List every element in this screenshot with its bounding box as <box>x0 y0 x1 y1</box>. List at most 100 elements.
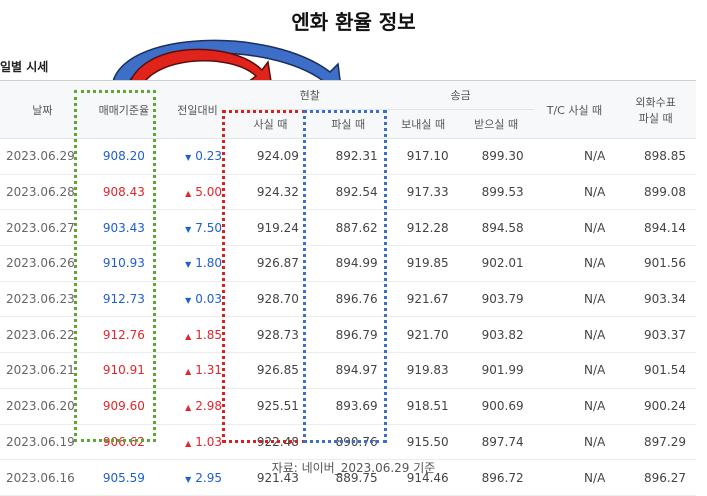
header-date: 날짜 <box>0 80 85 139</box>
header-foreign-check-line2: 파실 때 <box>638 111 673 125</box>
date-cell: 2023.06.28 <box>0 174 85 211</box>
header-change: 전일대비 <box>163 80 232 139</box>
remit-receive-cell: 903.79 <box>458 281 534 318</box>
foreign-check-cell: 903.34 <box>615 281 696 318</box>
header-foreign-check: 외화수표 파실 때 <box>615 80 696 139</box>
date-cell: 2023.06.27 <box>0 209 85 247</box>
date-cell: 2023.06.19 <box>0 424 85 461</box>
date-cell: 2023.06.20 <box>0 388 85 425</box>
source-note: 자료: 네이버_2023.06.29 기준 <box>271 461 436 475</box>
table-row: 2023.06.26910.931.80926.87894.99919.8590… <box>0 245 696 282</box>
change-cell: 7.50 <box>163 209 232 247</box>
tc-buy-cell: N/A <box>533 316 616 354</box>
change-cell: 0.03 <box>163 281 232 318</box>
table-row: 2023.06.22912.761.85928.73896.79921.7090… <box>0 316 696 354</box>
cash-buy-cell: 925.51 <box>232 388 309 425</box>
tc-buy-cell: N/A <box>533 245 616 282</box>
cash-buy-cell: 928.70 <box>232 281 309 318</box>
exchange-rate-table: 날짜 매매기준율 전일대비 현찰 송금 T/C 사실 때 외화수표 파실 때 사… <box>0 80 696 496</box>
cash-sell-cell: 892.54 <box>308 174 388 211</box>
header-cash-sell: 파실 때 <box>308 109 388 139</box>
cash-sell-cell: 894.97 <box>308 352 388 389</box>
cash-sell-cell: 896.76 <box>308 281 388 318</box>
cash-buy-cell: 928.73 <box>232 316 309 354</box>
date-cell: 2023.06.21 <box>0 352 85 389</box>
date-cell: 2023.06.22 <box>0 316 85 354</box>
base-rate-cell: 908.43 <box>84 174 164 211</box>
change-cell: 1.03 <box>163 424 232 461</box>
cash-buy-cell: 924.32 <box>232 174 309 211</box>
page-title: 엔화 환율 정보 <box>291 10 416 34</box>
cash-sell-cell: 894.99 <box>308 245 388 282</box>
foreign-check-cell: 899.08 <box>615 174 696 211</box>
tc-buy-cell: N/A <box>533 281 616 318</box>
base-rate-cell: 906.62 <box>84 424 164 461</box>
remit-send-cell: 912.28 <box>387 209 459 247</box>
cash-sell-cell: 896.79 <box>308 316 388 354</box>
remit-receive-cell: 902.01 <box>458 245 534 282</box>
table-row: 2023.06.21910.911.31926.85894.97919.8390… <box>0 352 696 389</box>
cash-buy-cell: 922.48 <box>232 424 309 461</box>
remit-receive-cell: 899.53 <box>458 174 534 211</box>
foreign-check-cell: 901.56 <box>615 245 696 282</box>
table-row: 2023.06.23912.730.03928.70896.76921.6790… <box>0 281 696 318</box>
header-remit-receive: 받으실 때 <box>458 109 534 139</box>
change-cell: 0.23 <box>163 138 232 175</box>
foreign-check-cell: 903.37 <box>615 316 696 354</box>
remit-send-cell: 921.67 <box>387 281 459 318</box>
remit-send-cell: 917.10 <box>387 138 459 175</box>
remit-send-cell: 919.83 <box>387 352 459 389</box>
remit-send-cell: 921.70 <box>387 316 459 354</box>
change-cell: 2.98 <box>163 388 232 425</box>
change-cell: 1.80 <box>163 245 232 282</box>
date-cell: 2023.06.29 <box>0 138 85 175</box>
header-base-rate: 매매기준율 <box>84 80 164 139</box>
table-row: 2023.06.29908.200.23924.09892.31917.1089… <box>0 138 696 175</box>
cash-sell-cell: 893.69 <box>308 388 388 425</box>
header-tc-buy: T/C 사실 때 <box>533 80 616 139</box>
foreign-check-cell: 898.85 <box>615 138 696 175</box>
tc-buy-cell: N/A <box>533 424 616 461</box>
base-rate-cell: 912.73 <box>84 281 164 318</box>
table-row: 2023.06.20909.602.98925.51893.69918.5190… <box>0 388 696 425</box>
cash-sell-cell: 892.31 <box>308 138 388 175</box>
change-cell: 1.85 <box>163 316 232 354</box>
cash-buy-cell: 926.87 <box>232 245 309 282</box>
section-label: 일별 시세 <box>0 60 49 74</box>
remit-receive-cell: 899.30 <box>458 138 534 175</box>
tc-buy-cell: N/A <box>533 138 616 175</box>
cash-sell-cell: 890.76 <box>308 424 388 461</box>
foreign-check-cell: 897.29 <box>615 424 696 461</box>
base-rate-cell: 903.43 <box>84 209 164 247</box>
remit-send-cell: 919.85 <box>387 245 459 282</box>
header-foreign-check-line1: 외화수표 <box>635 95 676 109</box>
base-rate-cell: 912.76 <box>84 316 164 354</box>
foreign-check-cell: 900.24 <box>615 388 696 425</box>
change-cell: 1.31 <box>163 352 232 389</box>
base-rate-cell: 910.93 <box>84 245 164 282</box>
header-remit-send: 보내실 때 <box>387 109 459 139</box>
remit-send-cell: 915.50 <box>387 424 459 461</box>
base-rate-cell: 910.91 <box>84 352 164 389</box>
date-cell: 2023.06.26 <box>0 245 85 282</box>
table-row: 2023.06.19906.621.03922.48890.76915.5089… <box>0 424 696 461</box>
header-cash-buy: 사실 때 <box>232 109 309 139</box>
tc-buy-cell: N/A <box>533 388 616 425</box>
tc-buy-cell: N/A <box>533 174 616 211</box>
foreign-check-cell: 901.54 <box>615 352 696 389</box>
change-cell: 5.00 <box>163 174 232 211</box>
remit-send-cell: 917.33 <box>387 174 459 211</box>
foreign-check-cell: 894.14 <box>615 209 696 247</box>
base-rate-cell: 908.20 <box>84 138 164 175</box>
remit-receive-cell: 900.69 <box>458 388 534 425</box>
cash-buy-cell: 919.24 <box>232 209 309 247</box>
tc-buy-cell: N/A <box>533 209 616 247</box>
tc-buy-cell: N/A <box>533 352 616 389</box>
cash-sell-cell: 887.62 <box>308 209 388 247</box>
remit-receive-cell: 897.74 <box>458 424 534 461</box>
remit-receive-cell: 903.82 <box>458 316 534 354</box>
remit-send-cell: 918.51 <box>387 388 459 425</box>
cash-buy-cell: 924.09 <box>232 138 309 175</box>
date-cell: 2023.06.23 <box>0 281 85 318</box>
